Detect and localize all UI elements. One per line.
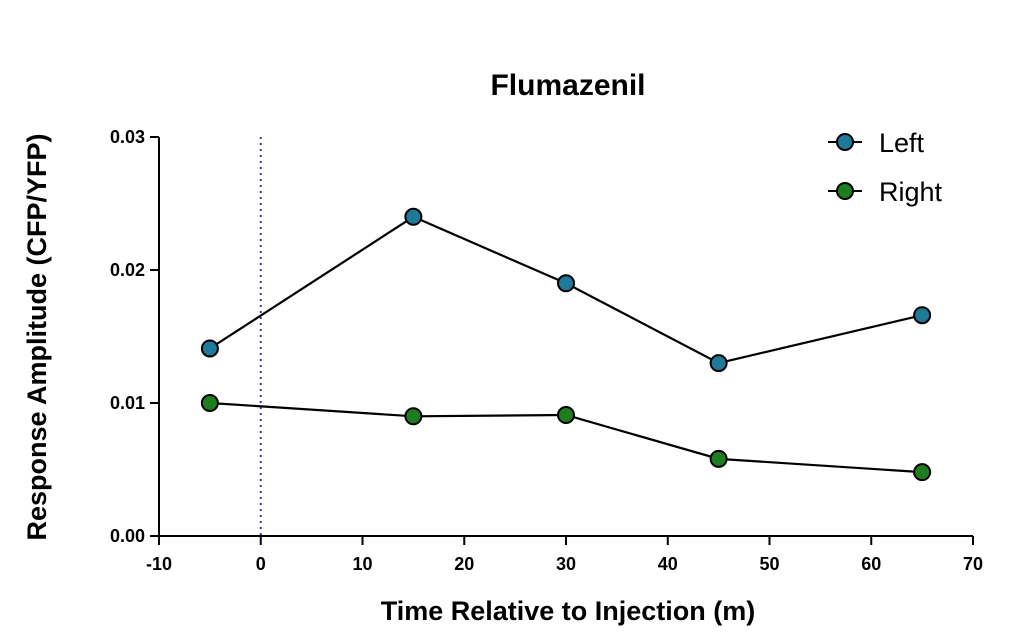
data-point-right: [404, 407, 423, 426]
y-axis-label: Response Amplitude (CFP/YFP): [22, 133, 52, 540]
data-point-left: [404, 207, 423, 226]
legend-label-right: Right: [879, 177, 943, 207]
x-tick-label: 70: [963, 554, 983, 574]
x-tick-label: 20: [454, 554, 474, 574]
data-point-right: [709, 449, 728, 468]
x-tick-label: 50: [759, 554, 779, 574]
y-tick-label: 0.00: [110, 526, 145, 546]
chart-title: Flumazenil: [490, 69, 645, 102]
x-tick-label: 0: [256, 554, 266, 574]
x-tick-label: 30: [556, 554, 576, 574]
legend: Left Right: [828, 128, 943, 207]
x-axis-label: Time Relative to Injection (m): [381, 596, 756, 626]
data-point-left: [200, 339, 219, 358]
legend-marker-left: [836, 133, 854, 151]
legend-marker-right: [836, 182, 854, 200]
data-point-left: [557, 274, 575, 293]
x-tick-label: -10: [146, 554, 172, 574]
x-tick-label: 10: [352, 554, 372, 574]
data-point-right: [200, 394, 219, 412]
x-tick-label: 60: [861, 554, 881, 574]
data-point-left: [709, 354, 728, 373]
plot-area: 0.00 0.01 0.02 0.03 -10 0 10 20 30 40 50 60 70: [110, 127, 983, 574]
x-tick-label: 40: [658, 554, 678, 574]
y-tick-label: 0.01: [110, 393, 145, 413]
y-tick-label: 0.02: [110, 260, 145, 280]
data-point-right: [913, 463, 932, 482]
data-point-left: [913, 306, 932, 325]
legend-label-left: Left: [879, 128, 925, 158]
y-tick-label: 0.03: [110, 127, 145, 147]
data-point-right: [557, 405, 575, 424]
